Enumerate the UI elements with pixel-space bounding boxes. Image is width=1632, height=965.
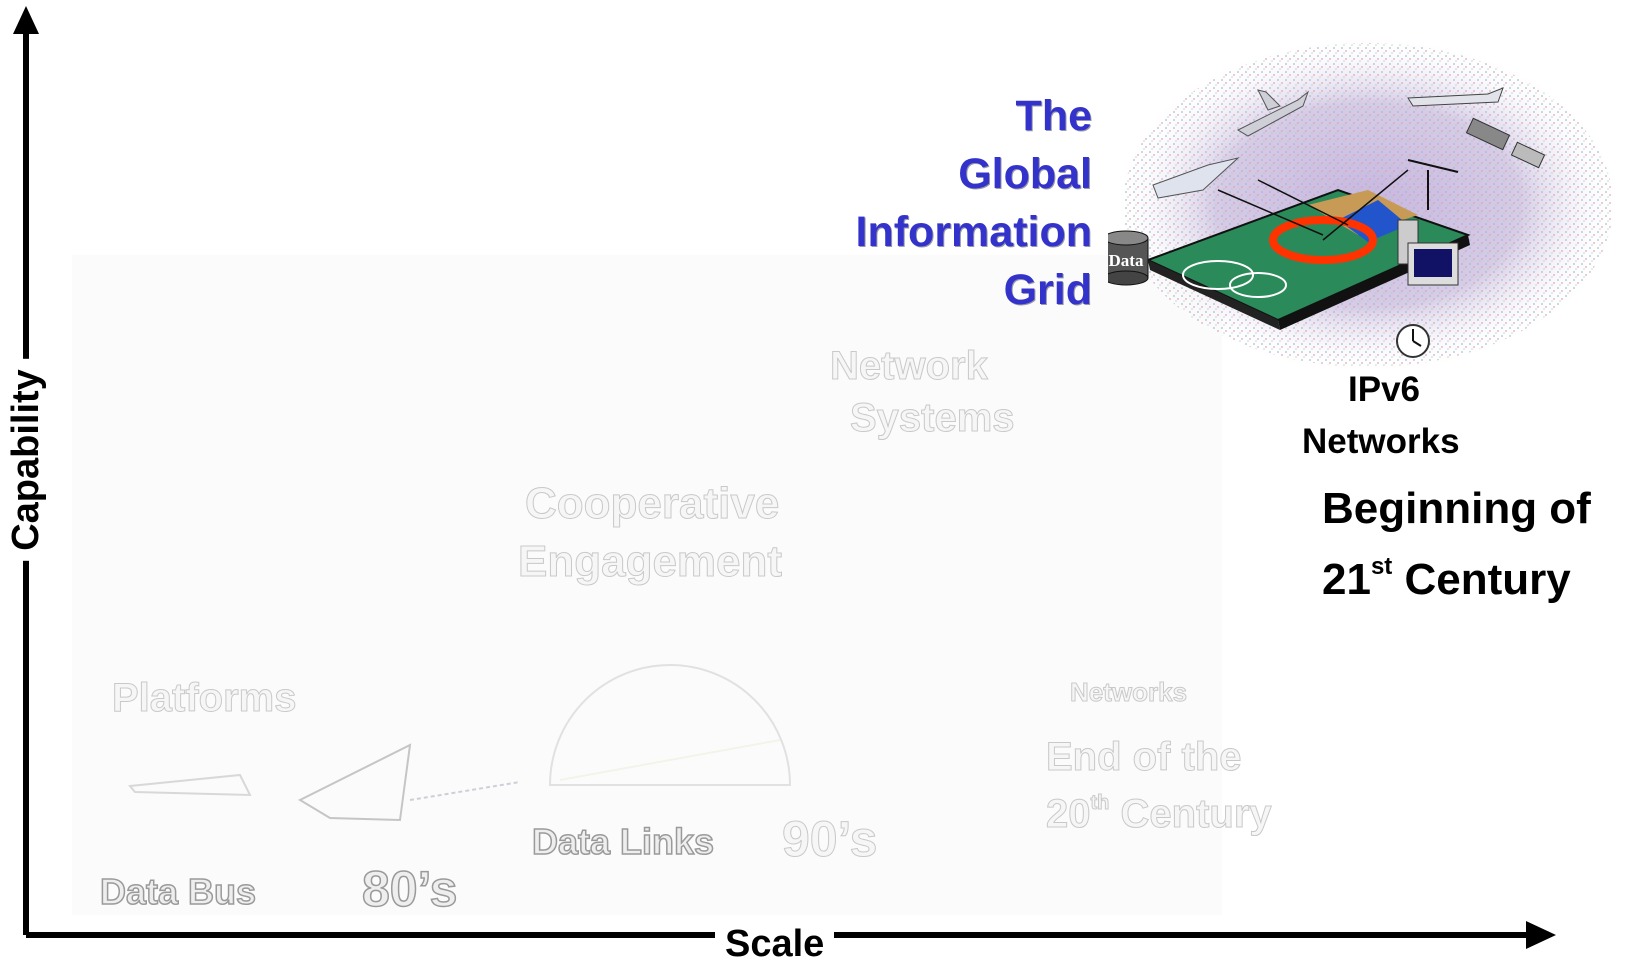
x-axis-arrowhead <box>1526 921 1556 949</box>
faded-link-line <box>409 781 521 801</box>
cooperative-line2: Engagement <box>517 537 783 587</box>
data-bus-label: Data Bus <box>99 871 257 912</box>
global-information-grid-title: The Global Information Grid <box>856 87 1092 319</box>
aircraft-right <box>1407 87 1504 107</box>
networks-fragment-label: Networks <box>1069 677 1188 707</box>
faded-background-panel <box>72 255 1222 915</box>
aircraft-top <box>1236 89 1310 137</box>
y-axis-arrowhead <box>13 6 39 34</box>
end-20th-line2: 20th Century <box>1046 792 1273 837</box>
platforms-label: Platforms <box>112 676 297 721</box>
faded-aircraft-2 <box>297 743 412 822</box>
data-links-label: Data Links <box>531 821 715 862</box>
computer-icon <box>1397 219 1459 286</box>
global-information-grid-image: Data <box>1108 35 1623 375</box>
network-systems-line2: Systems <box>850 396 1016 441</box>
title-line-1: The <box>1015 92 1092 140</box>
nineties-label: 90’s <box>781 811 878 867</box>
network-systems-line1: Network <box>830 344 989 389</box>
faded-dome <box>548 664 792 786</box>
radar-tower-icon <box>1407 159 1459 210</box>
networks-label: Networks <box>1302 422 1460 461</box>
clock-icon <box>1396 324 1430 358</box>
faded-ray <box>559 739 781 781</box>
cooperative-line1: Cooperative <box>524 479 780 529</box>
data-cylinder-icon: Data <box>1108 230 1149 286</box>
satellite-icon <box>1465 117 1546 169</box>
beginning-21st-century: Beginning of 21st Century <box>1322 480 1591 609</box>
era-line-2: 21st Century <box>1322 553 1571 604</box>
red-halo <box>1269 216 1377 264</box>
title-line-2: Global <box>958 150 1092 198</box>
faded-aircraft-1 <box>128 773 252 797</box>
data-cylinder-label: Data <box>1109 251 1144 270</box>
eighties-label: 80’s <box>361 861 458 918</box>
end-20th-line1: End of the <box>1046 735 1243 780</box>
title-line-4: Grid <box>1003 266 1092 314</box>
era-line-1: Beginning of <box>1322 484 1591 533</box>
fighter-left <box>1152 157 1240 199</box>
x-axis-label: Scale <box>715 925 835 963</box>
title-line-3: Information <box>855 208 1092 256</box>
ipv6-label: IPv6 <box>1348 370 1420 409</box>
